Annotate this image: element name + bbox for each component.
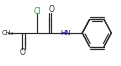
Text: O: O xyxy=(49,5,54,14)
Text: HN: HN xyxy=(61,30,71,36)
Text: CH₃: CH₃ xyxy=(2,30,14,36)
Text: Cl: Cl xyxy=(33,7,41,16)
Text: O: O xyxy=(19,48,25,57)
